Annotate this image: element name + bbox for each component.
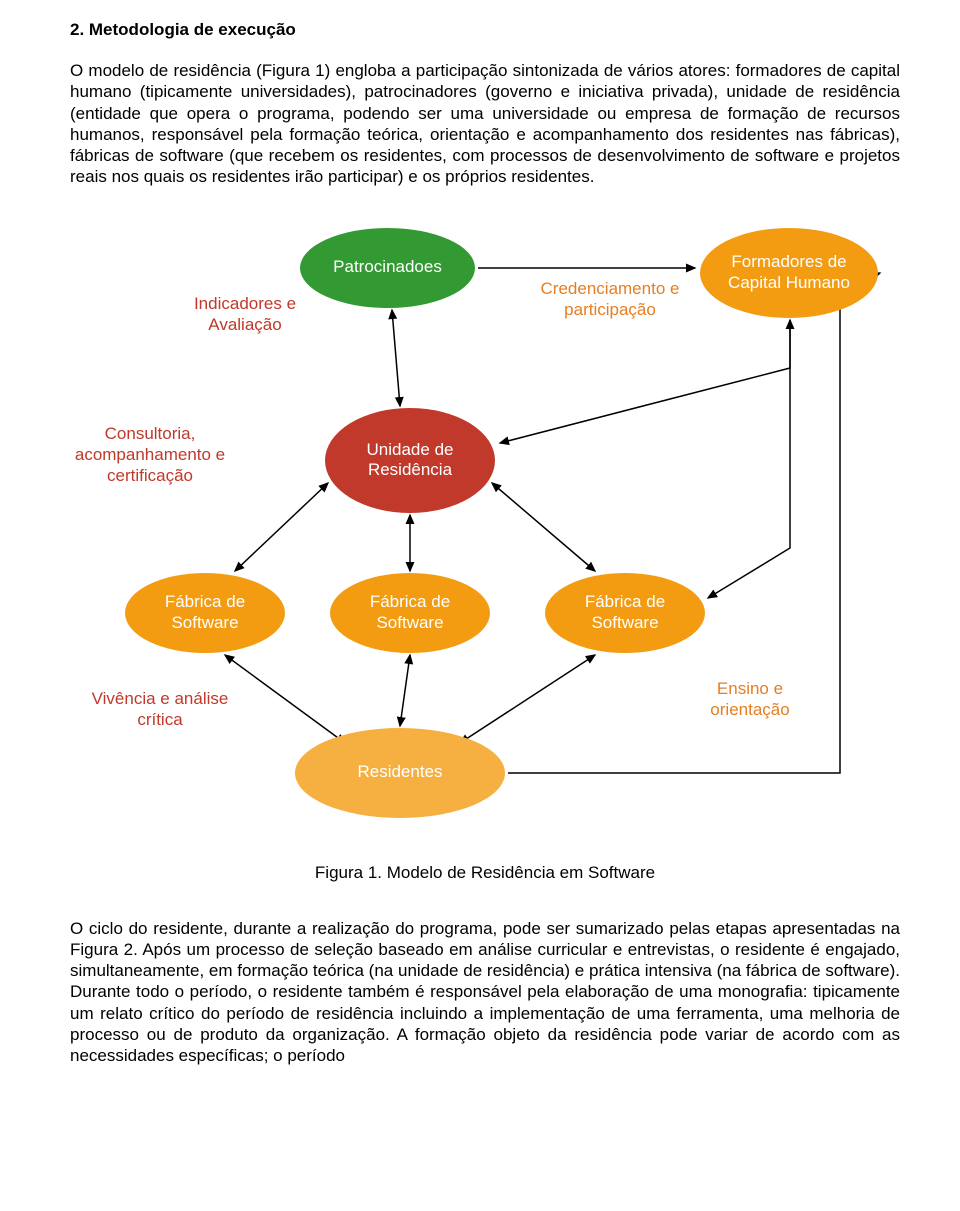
label-consultoria: Consultoria, acompanhamento e certificaç…	[50, 423, 250, 487]
label-indicadores: Indicadores e Avaliação	[180, 293, 310, 336]
paragraph-cycle: O ciclo do residente, durante a realizaç…	[70, 918, 900, 1067]
figure-caption: Figura 1. Modelo de Residência em Softwa…	[70, 863, 900, 883]
label-ensino: Ensino e orientação	[690, 678, 810, 721]
node-fabrica-2: Fábrica de Software	[330, 573, 490, 653]
node-fabrica-3: Fábrica de Software	[545, 573, 705, 653]
label-credenciamento: Credenciamento e participação	[525, 278, 695, 321]
label-vivencia: Vivência e análise crítica	[80, 688, 240, 731]
diagram-figure-1: Patrocinadoes Formadores de Capital Huma…	[70, 228, 900, 848]
node-patrocinadores: Patrocinadoes	[300, 228, 475, 308]
paragraph-intro: O modelo de residência (Figura 1) englob…	[70, 60, 900, 188]
section-heading: 2. Metodologia de execução	[70, 20, 900, 40]
node-residentes: Residentes	[295, 728, 505, 818]
node-fabrica-1: Fábrica de Software	[125, 573, 285, 653]
node-formadores: Formadores de Capital Humano	[700, 228, 878, 318]
node-unidade: Unidade de Residência	[325, 408, 495, 513]
